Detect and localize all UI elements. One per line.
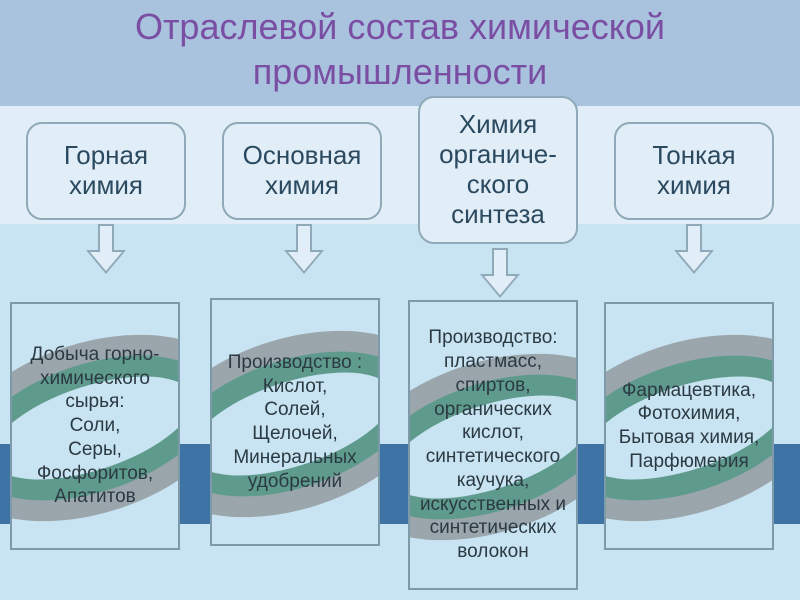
detail-text: Производство :Кислот,Солей,Щелочей,Минер… bbox=[212, 345, 378, 500]
branch-box-1: Основная химия bbox=[222, 122, 382, 220]
detail-box-2: Производство:пластмасс,спиртов,органичес… bbox=[408, 300, 578, 590]
arrow-down-icon bbox=[86, 224, 126, 284]
branch-label: Основная химия bbox=[230, 141, 374, 201]
branch-box-3: Тонкая химия bbox=[614, 122, 774, 220]
branch-box-2: Химия органиче­ского синтеза bbox=[418, 96, 578, 244]
arrow-down-icon bbox=[674, 224, 714, 284]
detail-box-0: Добыча горно-химического сырья:Соли,Серы… bbox=[10, 302, 180, 550]
diagram-title: Отраслевой состав химической промышленно… bbox=[0, 4, 800, 94]
branch-label: Химия органиче­ского синтеза bbox=[426, 110, 570, 230]
detail-box-1: Производство :Кислот,Солей,Щелочей,Минер… bbox=[210, 298, 380, 546]
branch-label: Тонкая химия bbox=[622, 141, 766, 201]
branch-label: Горная химия bbox=[34, 141, 178, 201]
detail-text: Производство:пластмасс,спиртов,органичес… bbox=[410, 320, 576, 570]
detail-box-3: Фармацевтика,Фотохимия,Бытовая химия,Пар… bbox=[604, 302, 774, 550]
branch-box-0: Горная химия bbox=[26, 122, 186, 220]
arrow-down-icon bbox=[480, 248, 520, 308]
arrow-down-icon bbox=[284, 224, 324, 284]
detail-text: Добыча горно-химического сырья:Соли,Серы… bbox=[12, 337, 178, 515]
detail-text: Фармацевтика,Фотохимия,Бытовая химия,Пар… bbox=[615, 373, 764, 480]
